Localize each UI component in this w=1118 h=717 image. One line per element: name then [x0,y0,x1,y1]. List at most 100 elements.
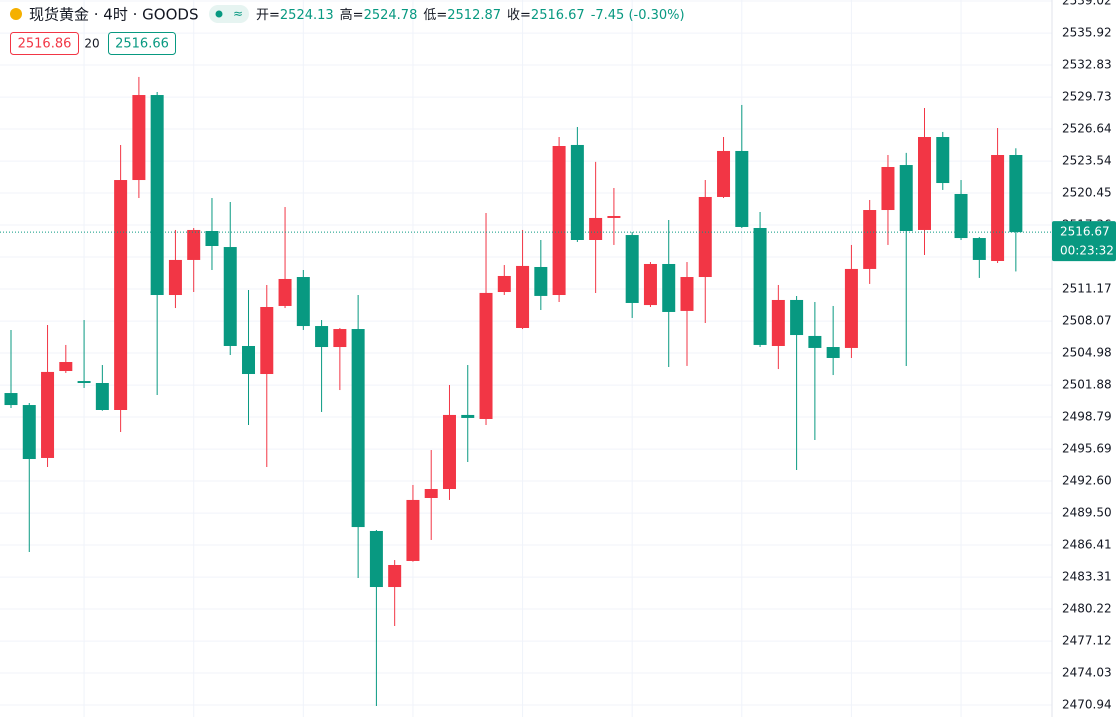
candle-body [95,383,109,410]
candle-body [607,216,621,218]
candle-body [863,210,877,269]
candle-body [223,247,237,346]
candle-body [698,196,712,278]
y-tick-label: 2486.41 [1062,538,1112,552]
candle-body [516,265,530,328]
candle-body [242,345,256,375]
ask-button[interactable] [108,32,176,55]
candle-body [168,259,182,296]
status-icon: ≈ [233,7,243,21]
ask-price: 2516.66 [115,37,169,52]
chart-title: 现货黄金 · 4时 · GOODS [29,6,198,24]
candle-body [187,229,201,260]
ohlc-label: 收= [507,8,531,23]
candle-body [570,144,584,240]
bid-price: 2516.86 [18,37,72,52]
candle-body [278,278,292,306]
ohlc-label: 高= [340,7,364,23]
last-price-box [1052,221,1116,262]
y-tick-label: 2532.83 [1062,58,1112,72]
candle-body [22,405,36,460]
y-tick-label: 2470.94 [1062,698,1112,712]
candle-body [424,488,438,498]
candle-body [881,166,895,211]
candle-body [497,275,511,293]
candle-body [77,381,91,384]
candle-body [4,393,18,406]
y-tick-label: 2526.64 [1062,122,1112,136]
y-tick-label: 2501.88 [1062,378,1112,392]
candle-body [114,180,128,410]
ohlc-label: 开= [256,8,280,23]
candle-body [406,499,420,561]
y-tick-label: 2529.73 [1062,90,1112,104]
candle-body [479,292,493,419]
ohlc-value: 2512.87 [447,8,501,23]
candle-body [662,263,676,312]
status-pill[interactable] [209,5,249,23]
y-tick-label: 2489.50 [1062,506,1112,520]
candle-body [150,95,164,296]
candle-body [936,137,950,184]
y-tick-label: 2498.79 [1062,410,1112,424]
candle-body [625,235,639,303]
candle-body [315,326,329,348]
last-price-label: 2516.67 [1060,225,1110,239]
y-tick-label: 2495.69 [1062,442,1112,456]
ohlc-change: -7.45 (-0.30%) [591,8,685,23]
candle-body [826,347,840,358]
candle-body [753,228,767,345]
candle-body [369,530,383,588]
candle-body [771,299,785,346]
candle-body [899,165,913,232]
y-tick-label: 2508.07 [1062,314,1112,328]
candle-body [333,329,347,348]
y-tick-label: 2520.45 [1062,186,1112,200]
y-tick-label: 2511.17 [1062,282,1112,296]
candle-body [790,299,804,336]
countdown-label: 00:23:32 [1060,244,1114,258]
y-tick-label: 2504.98 [1062,346,1112,360]
spread: 20 [84,37,99,51]
candle-body [388,564,402,588]
y-tick-label: 2480.22 [1062,602,1112,616]
candle-body [589,217,603,240]
y-tick-label: 2535.92 [1062,26,1112,40]
candle-body [954,193,968,239]
ohlc-value: 2524.13 [280,8,334,23]
y-tick-label: 2477.12 [1062,634,1112,648]
candle-body [844,268,858,348]
y-tick-label: 2523.54 [1062,154,1112,168]
candle-body [351,329,365,528]
candle-body [918,137,931,230]
candle-body [1009,155,1023,233]
candle-body [735,150,749,227]
candle-body [972,238,986,260]
candle-body [991,155,1005,261]
ohlc-header: 开=2524.13 高=2524.78 低=2512.87 收=2516.67 -7.4… [256,7,685,23]
ohlc-label: 低= [423,8,447,23]
candle-body [41,371,55,458]
y-tick-label: 2539.02 [1062,0,1112,8]
candle-body [260,307,274,375]
y-tick-label: 2474.03 [1062,666,1112,680]
candle-body [59,362,73,372]
candle-body [680,277,694,311]
candle-body [296,277,310,327]
y-tick-label: 2492.60 [1062,474,1112,488]
candle-body [643,263,657,306]
status-dot [215,10,223,18]
bid-button[interactable] [10,32,79,55]
candle-body [717,150,731,197]
candle-body [534,266,548,296]
candle-body [205,231,219,246]
y-tick-label: 2483.31 [1062,570,1112,584]
candle-body [552,146,566,296]
candle-body [132,95,146,181]
candle-body [442,414,456,489]
symbol-icon [10,8,22,20]
candle-body [461,414,475,418]
ohlc-value: 2524.78 [364,8,418,23]
ohlc-value: 2516.67 [531,8,585,23]
